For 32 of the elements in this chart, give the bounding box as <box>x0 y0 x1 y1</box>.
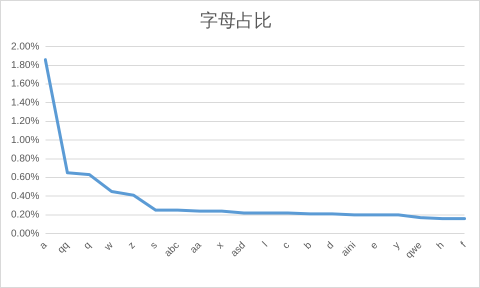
x-tick-label: e <box>368 240 381 252</box>
y-tick-label: 0.00% <box>10 228 40 240</box>
x-tick-label: x <box>214 240 226 252</box>
x-tick-label: aa <box>188 240 204 256</box>
x-tick-label: f <box>458 240 469 250</box>
y-tick-label: 2.00% <box>10 41 40 52</box>
x-tick-label: s <box>148 240 160 252</box>
x-tick-label: z <box>126 240 138 252</box>
x-tick-label: c <box>280 240 292 252</box>
y-tick-label: 1.80% <box>10 60 40 72</box>
x-tick-label: d <box>324 240 336 252</box>
x-tick-label: qq <box>56 240 72 256</box>
x-tick-label: a <box>38 240 50 252</box>
x-tick-label: qwe <box>404 240 425 261</box>
y-tick-label: 0.60% <box>10 172 40 184</box>
x-tick-label: h <box>434 240 447 252</box>
x-tick-label: y <box>391 240 402 252</box>
chart-title: 字母占比 <box>200 10 272 32</box>
y-tick-label: 0.20% <box>10 210 40 221</box>
y-tick-label: 0.80% <box>10 154 40 165</box>
x-tick-label: l <box>260 240 270 250</box>
x-tick-label: q <box>82 240 94 252</box>
x-tick-label: asd <box>228 240 248 260</box>
y-tick-label: 1.20% <box>10 116 40 128</box>
x-tick-label: aini <box>339 240 358 259</box>
x-tick-label: w <box>102 240 116 254</box>
y-tick-label: 0.40% <box>10 190 40 202</box>
y-tick-label: 1.60% <box>10 78 40 90</box>
y-tick-label: 1.40% <box>10 97 40 108</box>
y-tick-label: 1.00% <box>10 134 40 146</box>
x-tick-label: b <box>302 240 314 252</box>
x-tick-label: abc <box>162 240 182 260</box>
